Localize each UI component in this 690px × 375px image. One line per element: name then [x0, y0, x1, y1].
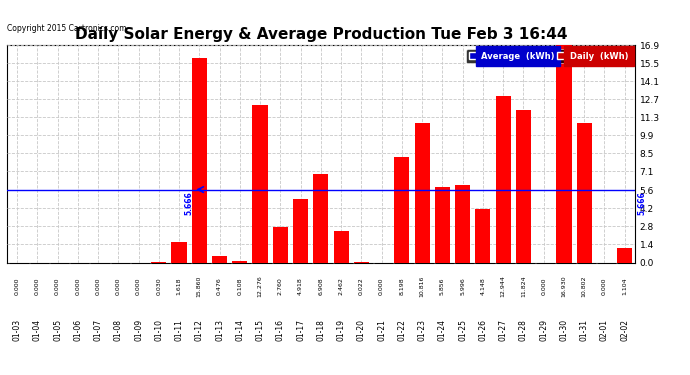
Text: 01-04: 01-04	[33, 319, 42, 341]
Text: 0.000: 0.000	[379, 277, 384, 295]
Text: 12.944: 12.944	[501, 275, 506, 297]
Bar	[577, 123, 592, 262]
Bar	[415, 123, 430, 262]
Text: 01-31: 01-31	[580, 319, 589, 340]
Bar	[233, 261, 248, 262]
Text: 1.104: 1.104	[622, 277, 627, 295]
Text: 01-08: 01-08	[114, 319, 123, 340]
Text: 01-14: 01-14	[235, 319, 244, 340]
Text: 8.198: 8.198	[400, 277, 404, 295]
Bar	[435, 187, 450, 262]
Legend: Average  (kWh), Daily  (kWh): Average (kWh), Daily (kWh)	[466, 49, 631, 63]
Text: 16.930: 16.930	[562, 275, 566, 297]
Text: 01-06: 01-06	[73, 319, 82, 341]
Text: 01-13: 01-13	[215, 319, 224, 340]
Text: 01-21: 01-21	[377, 319, 386, 340]
Text: 01-18: 01-18	[316, 319, 326, 340]
Text: 5.666: 5.666	[638, 192, 647, 215]
Bar	[333, 231, 348, 262]
Text: 0.022: 0.022	[359, 277, 364, 295]
Bar	[212, 256, 227, 262]
Text: 02-01: 02-01	[600, 319, 609, 340]
Text: 10.816: 10.816	[420, 275, 424, 297]
Text: 15.860: 15.860	[197, 275, 201, 297]
Title: Daily Solar Energy & Average Production Tue Feb 3 16:44: Daily Solar Energy & Average Production …	[75, 27, 567, 42]
Text: 12.276: 12.276	[257, 275, 263, 297]
Text: 01-29: 01-29	[539, 319, 548, 340]
Text: Copyright 2015 Cartronics.com: Copyright 2015 Cartronics.com	[7, 24, 126, 33]
Text: 5.666: 5.666	[185, 192, 194, 215]
Text: 0.000: 0.000	[602, 277, 607, 295]
Text: 5.856: 5.856	[440, 277, 445, 295]
Text: 01-25: 01-25	[458, 319, 467, 340]
Text: 4.148: 4.148	[480, 277, 485, 295]
Text: 2.462: 2.462	[339, 277, 344, 295]
Text: 01-03: 01-03	[12, 319, 21, 341]
Bar	[172, 242, 187, 262]
Text: 0.000: 0.000	[34, 277, 40, 295]
Bar	[273, 227, 288, 262]
Text: 0.108: 0.108	[237, 277, 242, 295]
Text: 5.996: 5.996	[460, 277, 465, 295]
Bar	[516, 110, 531, 262]
Text: 01-11: 01-11	[175, 319, 184, 340]
Text: 01-10: 01-10	[155, 319, 164, 340]
Text: 0.000: 0.000	[116, 277, 121, 295]
Text: 01-17: 01-17	[296, 319, 305, 340]
Text: 01-05: 01-05	[53, 319, 62, 341]
Text: 01-22: 01-22	[397, 319, 406, 340]
Text: 01-15: 01-15	[255, 319, 264, 340]
Text: 0.476: 0.476	[217, 277, 222, 295]
Text: 01-27: 01-27	[499, 319, 508, 340]
Text: 0.000: 0.000	[95, 277, 101, 295]
Text: 10.802: 10.802	[582, 275, 586, 297]
Text: 0.030: 0.030	[157, 277, 161, 295]
Text: 1.618: 1.618	[177, 277, 181, 295]
Text: 01-19: 01-19	[337, 319, 346, 340]
Text: 01-23: 01-23	[417, 319, 426, 340]
Text: 01-20: 01-20	[357, 319, 366, 340]
Bar	[556, 45, 571, 262]
Text: 02-02: 02-02	[620, 319, 629, 340]
Text: 01-07: 01-07	[94, 319, 103, 341]
Bar	[293, 199, 308, 262]
Bar	[394, 157, 409, 262]
Text: 0.000: 0.000	[55, 277, 60, 295]
Bar	[253, 105, 268, 262]
Text: 4.918: 4.918	[298, 277, 303, 295]
Bar	[495, 96, 511, 262]
Text: 01-24: 01-24	[438, 319, 447, 340]
Text: 11.824: 11.824	[521, 275, 526, 297]
Text: 01-12: 01-12	[195, 319, 204, 340]
Text: 0.000: 0.000	[541, 277, 546, 295]
Text: 01-28: 01-28	[519, 319, 528, 340]
Bar	[475, 209, 491, 262]
Bar	[192, 58, 207, 262]
Bar	[455, 185, 470, 262]
Text: 0.000: 0.000	[136, 277, 141, 295]
Text: 01-26: 01-26	[478, 319, 487, 340]
Text: 0.000: 0.000	[14, 277, 19, 295]
Text: 01-16: 01-16	[276, 319, 285, 340]
Text: 01-30: 01-30	[560, 319, 569, 341]
Bar	[617, 248, 632, 262]
Text: 01-09: 01-09	[134, 319, 143, 341]
Text: 6.908: 6.908	[318, 277, 324, 295]
Text: 2.760: 2.760	[278, 277, 283, 295]
Bar	[313, 174, 328, 262]
Text: 0.000: 0.000	[75, 277, 80, 295]
